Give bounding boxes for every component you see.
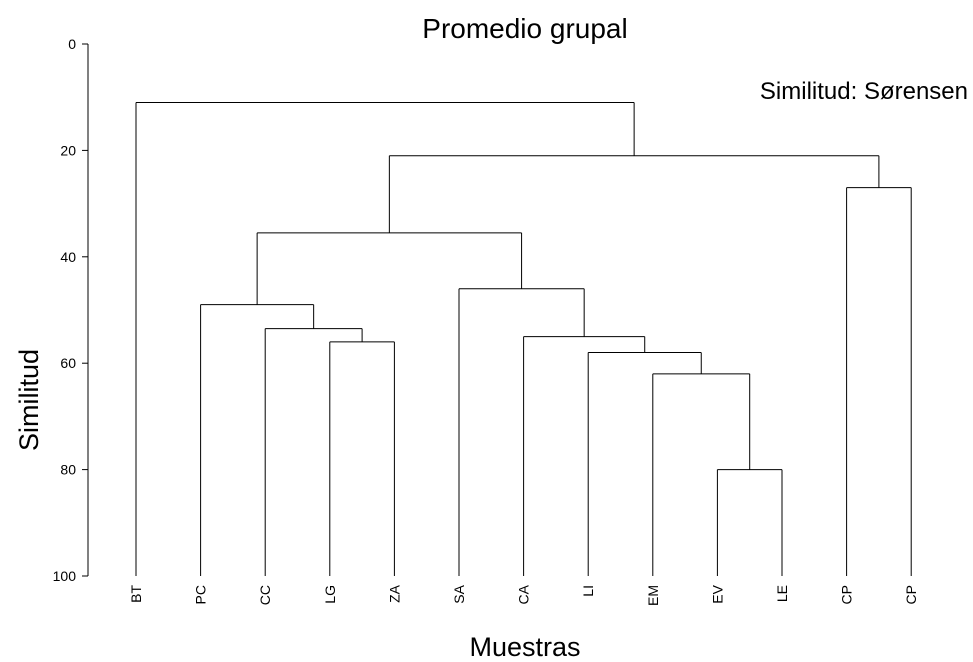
leaf-label: LE (774, 585, 790, 602)
leaf-label: ZA (386, 584, 402, 603)
y-axis-ticks: 0 20 40 60 80 100 (53, 36, 88, 584)
y-axis-label: Similitud (14, 349, 44, 451)
similarity-index-note: Similitud: Sørensen (760, 78, 968, 105)
leaf-label: SA (451, 584, 467, 603)
leaf-label: PC (193, 585, 209, 604)
y-tick-label: 20 (60, 142, 76, 158)
y-tick-label: 100 (53, 568, 77, 584)
y-tick-label: 0 (68, 36, 76, 52)
y-tick-label: 40 (60, 249, 76, 265)
leaf-label: BT (128, 585, 144, 603)
y-tick-label: 60 (60, 355, 76, 371)
y-tick-label: 80 (60, 462, 76, 478)
leaf-label: CA (516, 584, 532, 604)
dendrogram-branches (135, 102, 912, 576)
leaf-label: CC (257, 585, 273, 605)
leaf-label: LG (322, 585, 338, 604)
chart-title: Promedio grupal (422, 13, 627, 44)
leaf-label: CP (903, 585, 919, 604)
leaf-label: CP (839, 585, 855, 604)
leaf-label: EV (709, 584, 725, 603)
leaf-label: EM (645, 585, 661, 606)
leaf-label: LI (580, 585, 596, 597)
leaf-labels: BT PC CC LG ZA SA CA LI EM EV LE CP CP (128, 584, 919, 606)
x-axis-label: Muestras (469, 632, 580, 662)
